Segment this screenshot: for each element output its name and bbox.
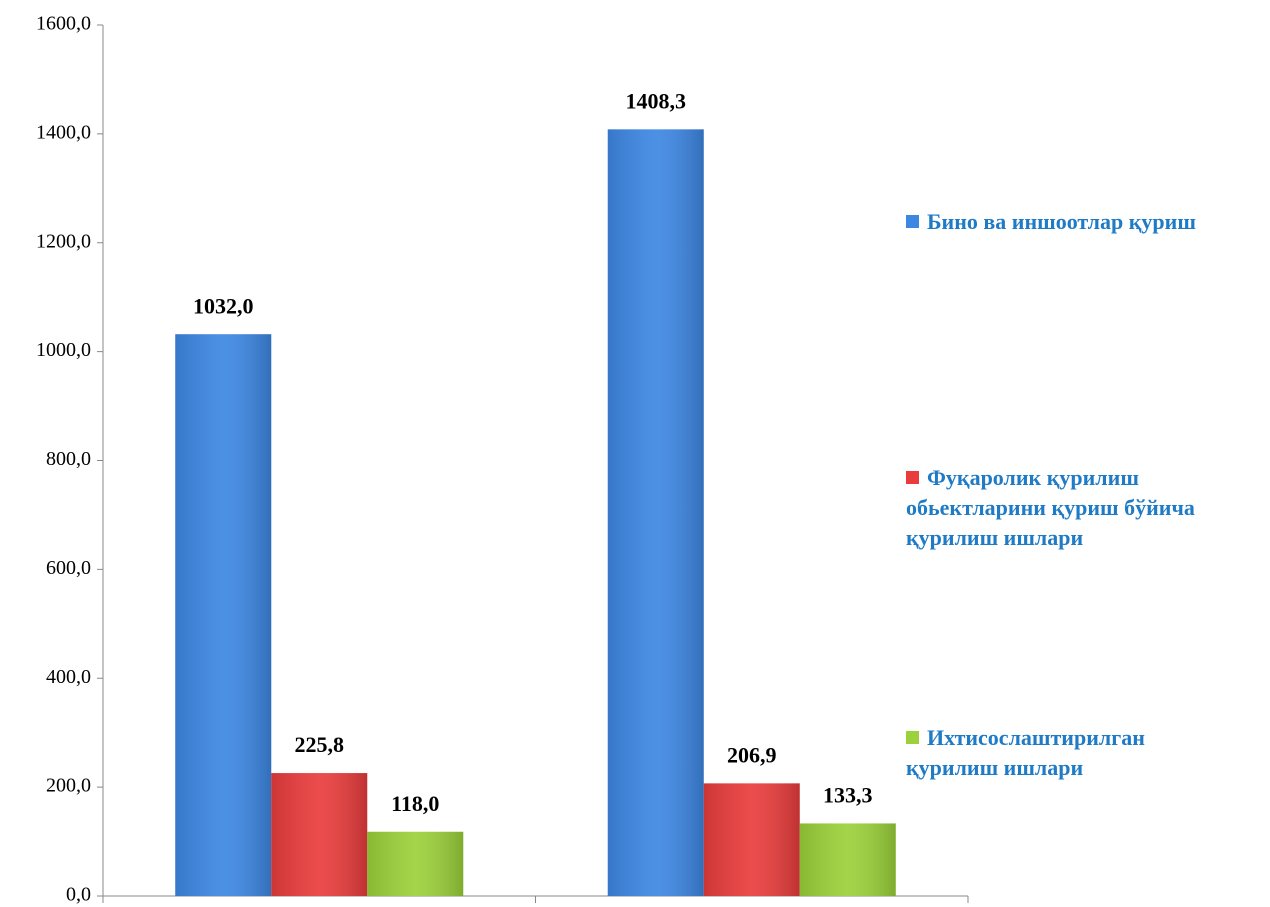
y-tick-label: 0,0: [66, 884, 91, 906]
legend-swatch: [906, 731, 919, 744]
legend-swatch: [906, 471, 919, 484]
bar: [175, 334, 272, 897]
y-tick-label: 1000,0: [36, 339, 91, 361]
y-tick-label: 200,0: [46, 775, 91, 797]
legend-entry: Ихтисослаштирилган қурилиш ишлари: [906, 723, 1216, 783]
legend-label: Фуқаролик қурилиш обьектларини қуриш бўй…: [906, 465, 1195, 550]
bar: [703, 783, 800, 896]
data-label: 133,3: [823, 782, 873, 807]
y-tick-label: 1200,0: [36, 230, 91, 252]
y-tick-label: 400,0: [46, 666, 91, 688]
y-tick-label: 1600,0: [36, 13, 91, 35]
bar: [367, 831, 464, 896]
legend-entry: Фуқаролик қурилиш обьектларини қуриш бўй…: [906, 463, 1266, 553]
data-label: 118,0: [391, 791, 439, 816]
bar: [607, 129, 704, 896]
data-label: 225,8: [295, 732, 345, 757]
data-label: 206,9: [727, 742, 777, 767]
data-label: 1408,3: [626, 88, 687, 113]
bar: [799, 823, 896, 896]
y-tick-label: 1400,0: [36, 121, 91, 143]
bar: [271, 773, 368, 896]
y-tick-label: 600,0: [46, 557, 91, 579]
y-tick-label: 800,0: [46, 448, 91, 470]
legend-swatch: [906, 215, 919, 228]
legend-label: Бино ва иншоотлар қуриш: [927, 209, 1196, 234]
legend-label: Ихтисослаштирилган қурилиш ишлари: [906, 725, 1145, 780]
data-label: 1032,0: [193, 293, 254, 318]
legend-entry: Бино ва иншоотлар қуриш: [906, 207, 1196, 237]
